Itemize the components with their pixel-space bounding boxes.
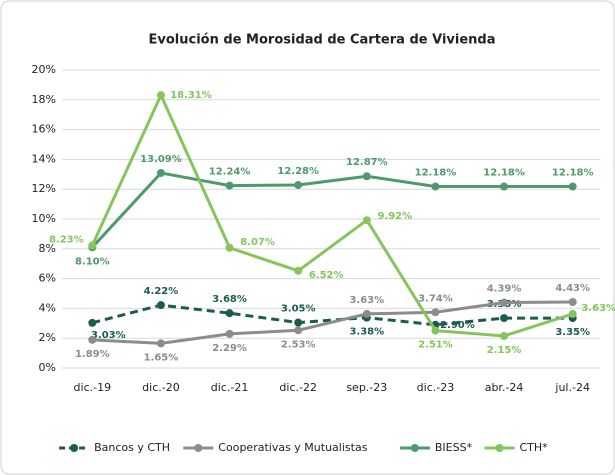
point [225,181,234,190]
value-label: 9.92% [377,211,412,222]
value-label: 12.87% [346,157,388,168]
value-label: 4.39% [487,284,522,295]
series-line [91,303,573,327]
y-tick-label: 20% [32,63,56,76]
value-label: 8.07% [240,237,275,248]
y-tick-label: 14% [32,152,56,165]
point [156,339,165,348]
series-line [92,300,573,345]
point [500,182,509,191]
value-label: 3.03% [91,330,126,341]
y-tick-label: 4% [39,301,56,314]
point [568,297,577,306]
legend-label: CTH* [520,441,549,454]
point [431,182,440,191]
y-tick-label: 12% [32,182,56,195]
value-label: 1.89% [75,349,110,360]
value-label: 3.38% [349,327,384,338]
point [362,216,371,225]
value-label: 12.24% [209,167,251,178]
value-label: 12.28% [277,166,319,177]
value-label: 2.51% [418,340,453,351]
y-tick-label: 18% [32,93,56,106]
x-tick-label: dic.-19 [74,381,112,394]
value-label: 2.53% [281,339,316,350]
series-line [91,171,573,249]
point [156,301,165,310]
point [88,335,97,344]
y-tick-label: 10% [32,212,56,225]
y-tick-label: 6% [39,272,56,285]
value-label: 12.18% [415,168,457,179]
point [294,266,303,275]
value-label: 4.43% [555,283,590,294]
point [431,326,440,335]
legend-marker [70,444,79,452]
x-tick-label: abr.-24 [485,381,524,394]
x-tick-label: dic.-21 [211,381,249,394]
point [225,243,234,252]
y-tick-label: 8% [39,242,56,255]
value-label: 2.29% [212,343,247,354]
legend-label: Cooperativas y Mutualistas [218,441,367,454]
legend-marker [410,444,419,452]
point [500,298,509,307]
point [294,318,303,327]
value-label: 1.65% [144,352,179,363]
point [294,181,303,190]
point [362,172,371,181]
x-tick-label: dic.-23 [417,381,455,394]
value-label: 4.22% [144,286,179,297]
legend-marker [495,444,504,452]
value-label: 3.63% [349,295,384,306]
value-label: 3.63% [581,303,615,314]
value-label: 6.52% [309,270,344,281]
point [156,168,165,177]
value-label: 3.35% [555,327,590,338]
legend-label: Bancos y CTH [94,441,170,454]
legend-marker [194,444,203,452]
x-tick-label: dic.-20 [142,381,180,394]
value-label: 12.18% [552,168,594,179]
value-label: 12.18% [483,168,525,179]
series-line [90,91,574,338]
value-label: 2.90% [440,320,475,331]
x-tick-label: jul.-24 [554,381,590,394]
point [225,329,234,338]
point [88,318,97,327]
point [568,309,577,318]
point [88,241,97,250]
y-tick-label: 0% [39,361,56,374]
point [362,309,371,318]
x-tick-label: sep.-23 [346,381,387,394]
legend-label: BIESS* [435,441,473,454]
chart-title: Evolución de Morosidad de Cartera de Viv… [149,33,496,48]
point [431,308,440,317]
value-label: 3.05% [281,304,316,315]
value-label: 3.68% [212,294,247,305]
point [225,309,234,318]
value-label: 3.74% [418,293,453,304]
point [156,91,165,100]
point [294,326,303,335]
point [500,314,509,323]
point [568,182,577,191]
value-label: 8.10% [75,256,110,267]
value-label: 13.09% [140,154,182,165]
value-label: 8.23% [49,234,84,245]
value-label: 18.31% [170,90,212,101]
y-tick-label: 2% [39,331,56,344]
y-tick-label: 16% [32,123,56,136]
value-label: 2.15% [487,345,522,356]
x-tick-label: dic.-22 [279,381,317,394]
point [500,331,509,340]
